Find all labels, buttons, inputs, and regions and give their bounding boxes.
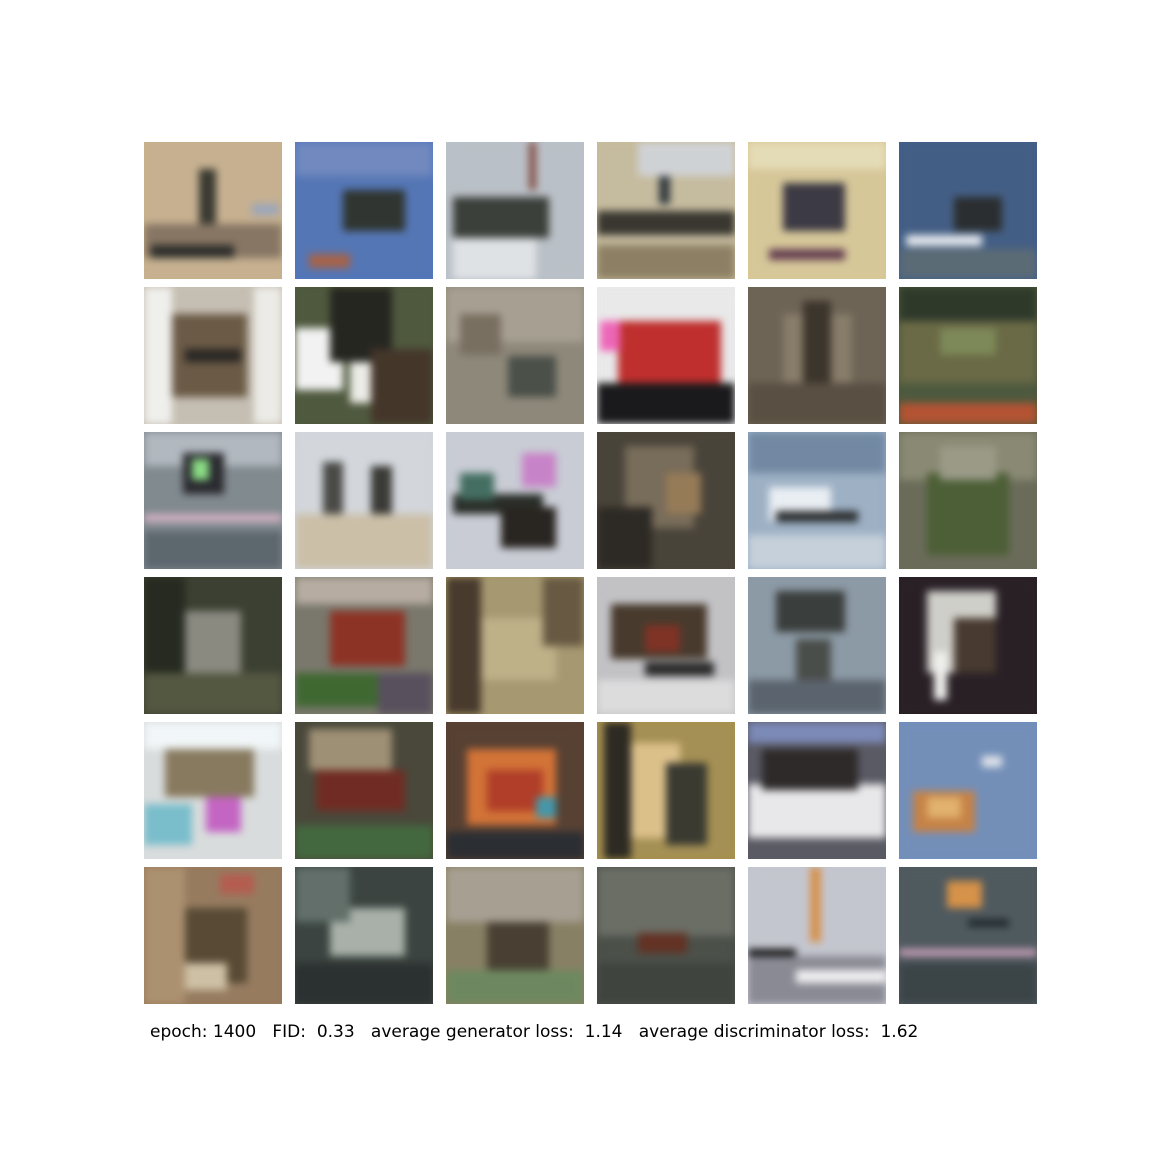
sample-image-r1-c1 [144, 142, 282, 279]
sample-image-r3-c4 [597, 432, 735, 569]
sample-image-r3-c5 [748, 432, 886, 569]
discriminator-loss-label: average discriminator loss: [638, 1022, 870, 1042]
generator-loss-value: 1.14 [584, 1022, 623, 1042]
sample-image-r4-c3 [446, 577, 584, 714]
sample-image-r4-c6 [899, 577, 1037, 714]
epoch-value: 1400 [212, 1022, 257, 1042]
sample-image-r2-c1 [144, 287, 282, 424]
training-stats-caption: epoch: 1400 FID: 0.33 average generator … [150, 1021, 918, 1043]
sample-image-r2-c2 [295, 287, 433, 424]
sample-image-r1-c3 [446, 142, 584, 279]
sample-image-r2-c3 [446, 287, 584, 424]
sample-image-r5-c4 [597, 722, 735, 859]
sample-image-r5-c5 [748, 722, 886, 859]
fid-value: 0.33 [316, 1022, 355, 1042]
sample-image-r6-c4 [597, 867, 735, 1004]
sample-image-r1-c6 [899, 142, 1037, 279]
sample-image-r2-c6 [899, 287, 1037, 424]
sample-image-r6-c2 [295, 867, 433, 1004]
sample-image-r6-c1 [144, 867, 282, 1004]
sample-image-r5-c3 [446, 722, 584, 859]
sample-image-r3-c6 [899, 432, 1037, 569]
sample-image-r6-c3 [446, 867, 584, 1004]
sample-image-r5-c1 [144, 722, 282, 859]
sample-image-r1-c5 [748, 142, 886, 279]
sample-image-r3-c1 [144, 432, 282, 569]
discriminator-loss-value: 1.62 [880, 1022, 919, 1042]
sample-image-r6-c6 [899, 867, 1037, 1004]
sample-image-r3-c2 [295, 432, 433, 569]
sample-image-r6-c5 [748, 867, 886, 1004]
sample-image-r3-c3 [446, 432, 584, 569]
sample-image-r4-c2 [295, 577, 433, 714]
sample-image-r5-c6 [899, 722, 1037, 859]
sample-image-r4-c1 [144, 577, 282, 714]
fid-label: FID: [272, 1022, 307, 1042]
epoch-label: epoch: [150, 1022, 208, 1042]
sample-image-r4-c5 [748, 577, 886, 714]
sample-image-r4-c4 [597, 577, 735, 714]
sample-image-r5-c2 [295, 722, 433, 859]
sample-image-r2-c4 [597, 287, 735, 424]
sample-image-r2-c5 [748, 287, 886, 424]
generator-loss-label: average generator loss: [370, 1022, 574, 1042]
sample-image-r1-c4 [597, 142, 735, 279]
sample-image-r1-c2 [295, 142, 433, 279]
generated-sample-grid [144, 142, 1037, 1004]
